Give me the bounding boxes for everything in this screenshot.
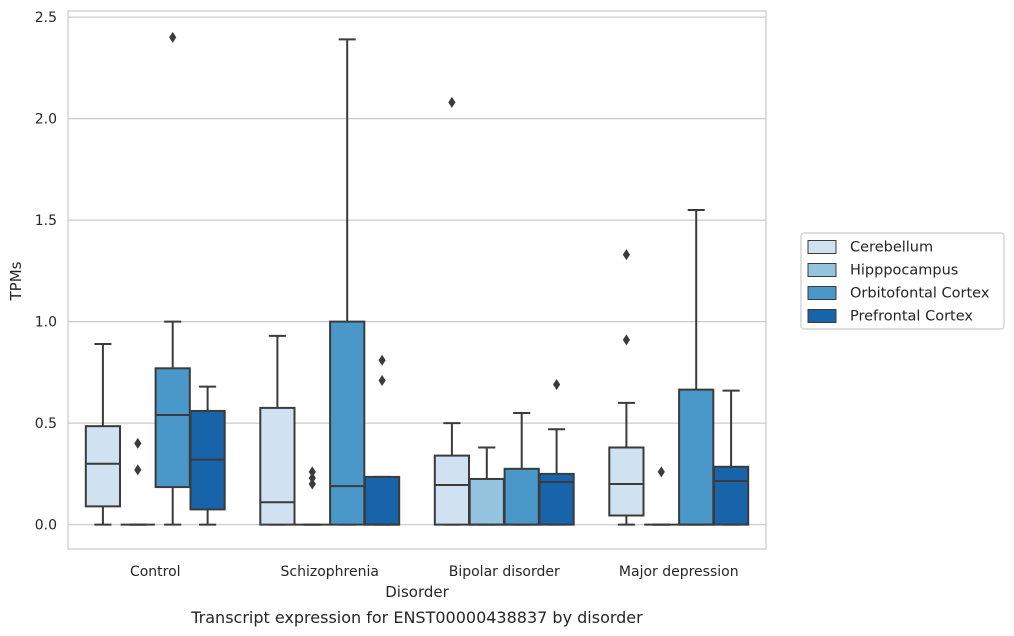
box-bipolar-disorder-prefrontal-cortex bbox=[538, 379, 575, 526]
box-bipolar-disorder-hipppocampus bbox=[468, 446, 505, 526]
outlier-point bbox=[622, 334, 630, 346]
outlier-point bbox=[134, 437, 142, 449]
box-schizophrenia-prefrontal-cortex bbox=[363, 354, 401, 526]
box-control-prefrontal-cortex bbox=[189, 385, 226, 526]
legend-label-hipppocampus: Hipppocampus bbox=[850, 263, 958, 279]
legend-label-orbitofontal-cortex: Orbitofontal Cortex bbox=[850, 286, 990, 302]
outlier-point bbox=[378, 354, 386, 366]
chart-caption: Transcript expression for ENST0000043883… bbox=[190, 608, 643, 627]
legend-swatch-orbitofontal-cortex bbox=[807, 286, 837, 300]
x-tick-label-schizophrenia: Schizophrenia bbox=[281, 564, 379, 580]
legend-label-cerebellum: Cerebellum bbox=[850, 240, 933, 256]
legend-frame bbox=[800, 232, 1005, 330]
box-iqr bbox=[329, 320, 366, 526]
outlier-point bbox=[448, 96, 456, 108]
box-iqr bbox=[154, 367, 191, 489]
legend-label-prefrontal-cortex: Prefrontal Cortex bbox=[850, 309, 973, 325]
y-tick-label: 2.0 bbox=[35, 112, 57, 128]
box-major-depression-cerebellum bbox=[608, 249, 645, 526]
x-tick-label-major-depression: Major depression bbox=[619, 564, 739, 580]
box-plot-area bbox=[84, 31, 750, 526]
outlier-point bbox=[657, 466, 665, 478]
box-major-depression-prefrontal-cortex bbox=[712, 389, 750, 526]
box-iqr bbox=[363, 475, 401, 526]
box-iqr bbox=[433, 454, 471, 526]
box-schizophrenia-cerebellum bbox=[259, 334, 296, 526]
box-bipolar-disorder-cerebellum bbox=[433, 96, 471, 526]
box-iqr bbox=[678, 388, 715, 526]
y-tick-label: 0.5 bbox=[35, 416, 57, 432]
legend-swatch-hipppocampus bbox=[807, 263, 837, 277]
x-tick-label-bipolar-disorder: Bipolar disorder bbox=[449, 564, 560, 580]
box-bipolar-disorder-orbitofontal-cortex bbox=[503, 411, 540, 526]
box-iqr bbox=[468, 477, 505, 526]
outlier-point bbox=[622, 249, 630, 261]
x-axis-ticks: Control Schizophrenia Bipolar disorder Majo… bbox=[130, 564, 739, 580]
outlier-point bbox=[308, 478, 316, 490]
box-iqr bbox=[259, 406, 296, 526]
legend-swatch-prefrontal-cortex bbox=[807, 309, 837, 323]
outlier-point bbox=[308, 472, 316, 484]
box-schizophrenia-orbitofontal-cortex bbox=[329, 38, 366, 526]
box-major-depression-orbitofontal-cortex bbox=[678, 208, 715, 526]
box-control-orbitofontal-cortex bbox=[154, 31, 191, 526]
plot-frame bbox=[67, 10, 767, 550]
box-iqr bbox=[712, 465, 750, 526]
outlier-point bbox=[169, 31, 177, 43]
box-control-cerebellum bbox=[84, 342, 122, 526]
box-schizophrenia-hipppocampus bbox=[295, 466, 330, 526]
outlier-point bbox=[308, 466, 316, 478]
y-tick-label: 2.5 bbox=[35, 10, 57, 26]
legend-swatch-cerebellum bbox=[807, 240, 837, 254]
outlier-point bbox=[378, 374, 386, 386]
y-tick-label: 1.0 bbox=[35, 315, 57, 331]
y-axis-ticks: 0.0 0.5 1.0 1.5 2.0 2.5 bbox=[35, 10, 57, 534]
box-major-depression-hipppocampus bbox=[644, 466, 679, 526]
legend: Cerebellum Hipppocampus Orbitofontal Corte… bbox=[800, 232, 1005, 330]
box-iqr bbox=[84, 425, 122, 508]
outlier-point bbox=[134, 464, 142, 476]
y-axis-label: TPMs bbox=[7, 261, 25, 301]
x-axis-label: Disorder bbox=[385, 583, 449, 601]
box-control-hipppocampus bbox=[120, 437, 155, 526]
box-iqr bbox=[503, 467, 540, 526]
box-iqr bbox=[608, 446, 645, 517]
y-tick-label: 0.0 bbox=[35, 518, 57, 534]
outlier-point bbox=[553, 379, 561, 391]
x-tick-label-control: Control bbox=[130, 564, 181, 580]
y-tick-label: 1.5 bbox=[35, 213, 57, 229]
